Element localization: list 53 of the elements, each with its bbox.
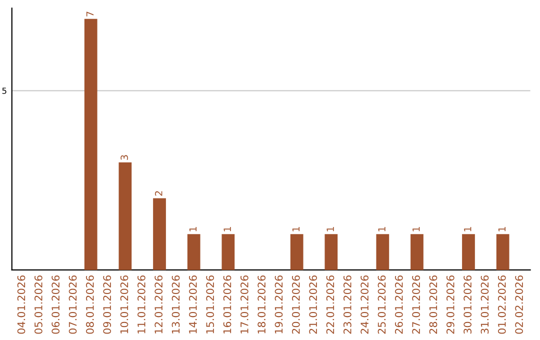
bar bbox=[410, 234, 424, 270]
x-tick-label: 27.01.2026 bbox=[412, 275, 420, 334]
x-tick-label: 04.01.2026 bbox=[17, 275, 26, 334]
data-label: 1 bbox=[326, 227, 334, 232]
y-tick-label: 5 bbox=[2, 88, 6, 94]
x-tick-label: 29.01.2026 bbox=[446, 275, 454, 334]
x-tick-label: 21.01.2026 bbox=[309, 275, 318, 334]
bar bbox=[187, 234, 200, 270]
bar bbox=[153, 198, 166, 270]
data-label: 3 bbox=[120, 155, 128, 160]
x-tick-label: 14.01.2026 bbox=[188, 275, 197, 334]
x-tick-label: 09.01.2026 bbox=[103, 275, 112, 334]
x-tick-label: 31.01.2026 bbox=[480, 275, 489, 334]
x-tick-label: 16.01.2026 bbox=[223, 275, 232, 334]
bar bbox=[118, 162, 132, 270]
data-label: 1 bbox=[464, 227, 472, 232]
bar bbox=[324, 234, 338, 270]
x-tick-label: 15.01.2026 bbox=[206, 275, 214, 334]
bar bbox=[496, 234, 510, 270]
data-label: 1 bbox=[498, 227, 506, 232]
data-label: 1 bbox=[292, 227, 300, 232]
x-tick-label: 11.01.2026 bbox=[137, 275, 146, 334]
x-tick-label: 01.02.2026 bbox=[498, 275, 506, 334]
x-tick-label: 08.01.2026 bbox=[86, 275, 94, 334]
x-tick-label: 19.01.2026 bbox=[274, 275, 283, 334]
x-tick-label: 23.01.2026 bbox=[343, 275, 352, 334]
x-tick-label: 06.01.2026 bbox=[52, 275, 60, 334]
data-label: 1 bbox=[224, 227, 231, 232]
x-tick-label: 25.01.2026 bbox=[378, 275, 386, 334]
x-tick-label: 18.01.2026 bbox=[258, 275, 266, 334]
data-label: 1 bbox=[189, 227, 197, 232]
x-tick-label: 20.01.2026 bbox=[292, 275, 300, 334]
x-tick-label: 24.01.2026 bbox=[360, 275, 369, 334]
x-tick-label: 17.01.2026 bbox=[240, 275, 248, 334]
bar bbox=[376, 234, 390, 270]
x-tick-label: 22.01.2026 bbox=[326, 275, 334, 334]
data-label: 2 bbox=[154, 191, 162, 196]
data-label: 7 bbox=[86, 12, 94, 16]
x-tick-label: 26.01.2026 bbox=[394, 275, 403, 334]
bar bbox=[84, 18, 98, 270]
data-label: 1 bbox=[378, 227, 386, 232]
x-tick-label: 02.02.2026 bbox=[515, 275, 524, 334]
data-label: 1 bbox=[412, 227, 420, 232]
x-tick-label: 13.01.2026 bbox=[172, 275, 180, 334]
x-tick-label: 10.01.2026 bbox=[120, 275, 128, 334]
bar bbox=[462, 234, 475, 270]
x-tick-label: 07.01.2026 bbox=[68, 275, 77, 334]
x-tick-label: 12.01.2026 bbox=[154, 275, 163, 334]
x-tick-label: 28.01.2026 bbox=[429, 275, 438, 334]
bar bbox=[222, 234, 235, 270]
bar bbox=[290, 234, 304, 270]
x-tick-label: 05.01.2026 bbox=[34, 275, 42, 334]
x-tick-label: 30.01.2026 bbox=[464, 275, 472, 334]
